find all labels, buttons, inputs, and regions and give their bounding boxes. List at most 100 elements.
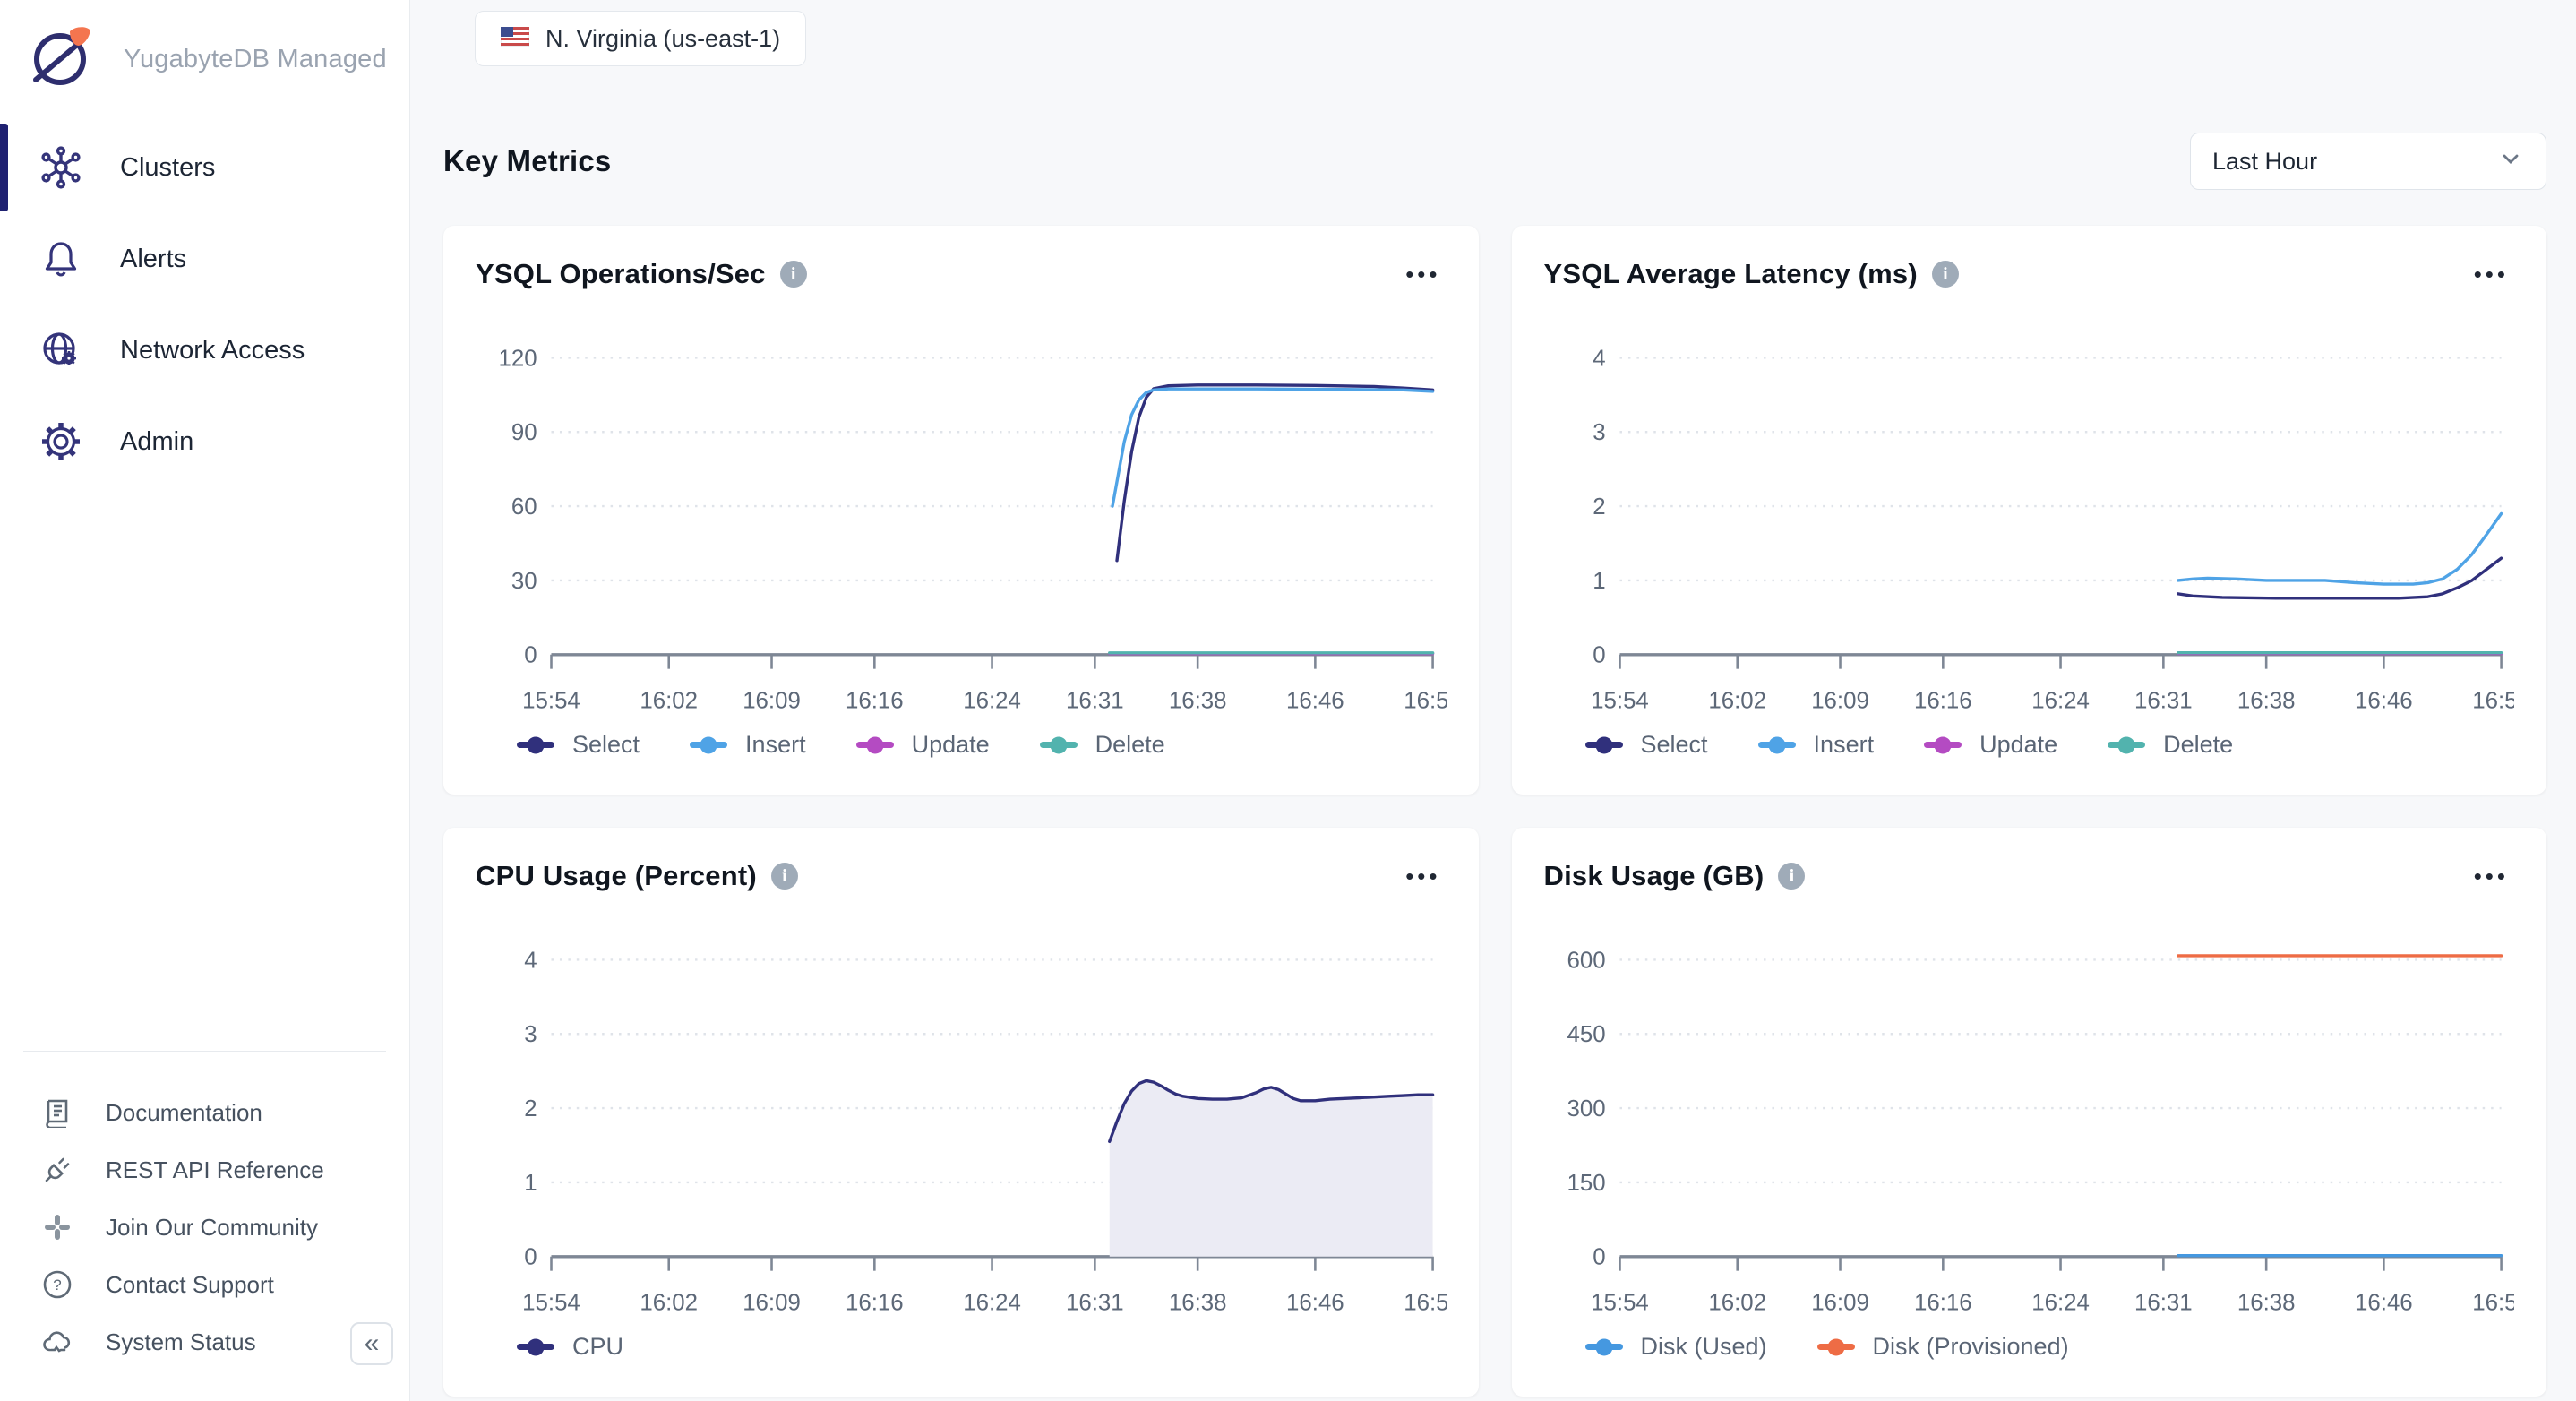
time-range-value: Last Hour [2212,148,2317,176]
svg-text:1: 1 [524,1171,537,1196]
legend-item[interactable]: Delete [2108,731,2233,759]
chart-legend: CPU [517,1333,1447,1361]
svg-text:0: 0 [524,643,537,668]
chart-area: 015030045060015:5416:0216:0916:1616:2416… [1544,923,2515,1361]
chart-title: CPU Usage (Percent) [476,860,757,892]
sidebar: YugabyteDB Managed Clusters [0,0,410,1401]
area-chart: 0123415:5416:0216:0916:1616:2416:3116:38… [476,923,1447,1328]
svg-text:16:02: 16:02 [1708,1290,1766,1315]
sidebar-item-alerts[interactable]: Alerts [0,213,409,305]
legend-item[interactable]: Select [517,731,640,759]
legend-item[interactable]: CPU [517,1333,623,1361]
app-root: YugabyteDB Managed Clusters [0,0,2576,1401]
svg-text:15:54: 15:54 [1591,1290,1649,1315]
content: Key Metrics Last Hour YSQL Operations/Se… [410,90,2576,1397]
legend-item[interactable]: Insert [690,731,806,759]
time-range-select[interactable]: Last Hour [2190,133,2546,190]
legend-item[interactable]: Update [856,731,990,759]
legend-label: Update [912,731,990,759]
legend-marker-icon [690,742,727,748]
info-icon[interactable]: i [1932,261,1959,288]
legend-label: Disk (Provisioned) [1873,1333,2069,1361]
bell-icon [38,238,84,279]
svg-text:16:38: 16:38 [2237,1290,2295,1315]
sidebar-item-rest-api-reference[interactable]: REST API Reference [0,1141,409,1199]
svg-text:16:54: 16:54 [1404,688,1446,713]
info-icon[interactable]: i [771,863,798,890]
card-menu-button[interactable]: ••• [1400,859,1446,893]
sidebar-item-contact-support[interactable]: ? Contact Support [0,1256,409,1313]
svg-text:3: 3 [524,1022,537,1047]
svg-text:16:54: 16:54 [2472,1290,2514,1315]
chart-card-ysql-latency: YSQL Average Latency (ms) i ••• 0123415:… [1512,226,2547,795]
page-title: Key Metrics [443,144,611,178]
chart-area: 030609012015:5416:0216:0916:1616:2416:31… [476,321,1447,759]
legend-label: Delete [2163,731,2233,759]
legend-item[interactable]: Delete [1040,731,1165,759]
line-chart: 015030045060015:5416:0216:0916:1616:2416… [1544,923,2515,1328]
svg-text:16:02: 16:02 [640,688,698,713]
chart-legend: Select Insert Update Delete [517,731,1447,759]
chart-title: YSQL Average Latency (ms) [1544,258,1918,290]
svg-text:16:16: 16:16 [1914,688,1972,713]
sidebar-item-label: System Status [106,1328,256,1356]
sidebar-item-admin[interactable]: Admin [0,396,409,487]
svg-text:0: 0 [1593,1245,1605,1270]
legend-item[interactable]: Select [1585,731,1708,759]
legend-item[interactable]: Disk (Used) [1585,1333,1767,1361]
legend-item[interactable]: Disk (Provisioned) [1817,1333,2069,1361]
svg-text:16:31: 16:31 [1066,1290,1124,1315]
sidebar-item-documentation[interactable]: Documentation [0,1084,409,1141]
legend-label: Select [572,731,640,759]
svg-text:16:09: 16:09 [1811,1290,1869,1315]
info-icon[interactable]: i [1778,863,1805,890]
svg-text:16:46: 16:46 [1286,688,1344,713]
svg-text:16:02: 16:02 [1708,688,1766,713]
svg-text:16:38: 16:38 [1169,688,1227,713]
svg-text:450: 450 [1567,1022,1605,1047]
svg-text:4: 4 [524,948,537,973]
info-icon[interactable]: i [780,261,807,288]
card-menu-button[interactable]: ••• [1400,257,1446,291]
slack-icon [39,1213,75,1242]
line-chart: 030609012015:5416:0216:0916:1616:2416:31… [476,321,1447,726]
sidebar-item-label: REST API Reference [106,1156,324,1184]
region-badge[interactable]: N. Virginia (us-east-1) [475,11,806,66]
legend-label: Select [1641,731,1708,759]
card-menu-button[interactable]: ••• [2469,257,2514,291]
sidebar-item-label: Alerts [120,245,186,274]
svg-text:1: 1 [1593,569,1605,594]
brand-name: YugabyteDB Managed [124,45,387,74]
region-badge-label: N. Virginia (us-east-1) [545,25,780,53]
svg-text:4: 4 [1593,346,1605,371]
legend-item[interactable]: Insert [1758,731,1875,759]
svg-text:30: 30 [511,569,537,594]
svg-text:16:02: 16:02 [640,1290,698,1315]
sidebar-item-join-our-community[interactable]: Join Our Community [0,1199,409,1256]
svg-text:0: 0 [1593,643,1605,668]
svg-text:16:09: 16:09 [743,1290,801,1315]
sidebar-item-network-access[interactable]: Network Access [0,305,409,396]
sidebar-item-clusters[interactable]: Clusters [0,122,409,213]
book-icon [39,1097,75,1128]
line-chart: 0123415:5416:0216:0916:1616:2416:3116:38… [1544,321,2515,726]
svg-text:16:38: 16:38 [2237,688,2295,713]
sidebar-item-label: Admin [120,427,193,457]
sidebar-item-system-status[interactable]: System Status [0,1313,409,1371]
legend-item[interactable]: Update [1924,731,2057,759]
chart-area: 0123415:5416:0216:0916:1616:2416:3116:38… [476,923,1447,1361]
svg-text:16:46: 16:46 [1286,1290,1344,1315]
svg-text:16:16: 16:16 [1914,1290,1972,1315]
sidebar-item-label: Join Our Community [106,1214,318,1242]
svg-text:90: 90 [511,420,537,445]
sidebar-collapse-button[interactable]: « [350,1322,393,1365]
metrics-grid: YSQL Operations/Sec i ••• 030609012015:5… [443,226,2546,1397]
svg-text:16:24: 16:24 [2031,1290,2090,1315]
chart-card-ysql-operations: YSQL Operations/Sec i ••• 030609012015:5… [443,226,1479,795]
legend-label: Disk (Used) [1641,1333,1767,1361]
card-menu-button[interactable]: ••• [2469,859,2514,893]
legend-marker-icon [1924,742,1962,748]
legend-marker-icon [517,1344,554,1350]
main-area: N. Virginia (us-east-1) Key Metrics Last… [410,0,2576,1401]
svg-text:600: 600 [1567,948,1605,973]
